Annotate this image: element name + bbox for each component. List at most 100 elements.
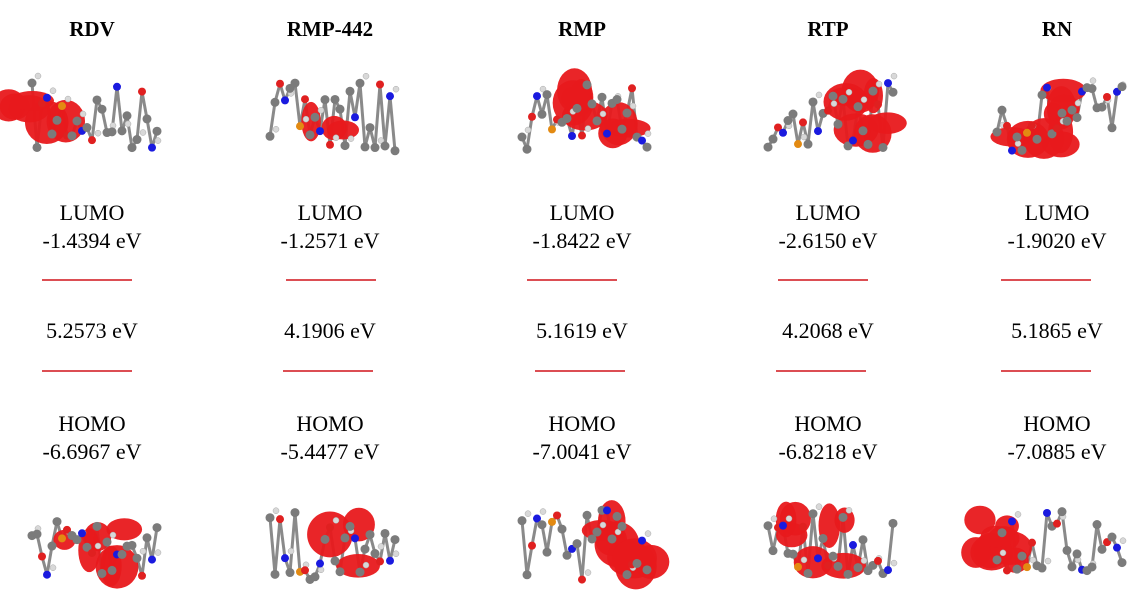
atom (296, 122, 304, 130)
lumo-label: LUMO (60, 200, 125, 225)
molecule-illustration (266, 508, 400, 584)
atom (33, 530, 42, 539)
bond (142, 538, 147, 576)
atom (1073, 549, 1082, 558)
atom (568, 132, 576, 140)
atom (108, 566, 117, 575)
atom (366, 123, 375, 132)
hydrogen (846, 89, 852, 95)
homo-energy: -5.4477 eV (281, 439, 380, 464)
atom (28, 79, 37, 88)
atom (844, 570, 853, 579)
hydrogen (393, 86, 399, 92)
atom (361, 545, 370, 554)
hydrogen (303, 116, 309, 122)
atom (874, 101, 882, 109)
atom (336, 567, 345, 576)
atom (623, 570, 632, 579)
lumo-energy: -1.4394 eV (43, 228, 142, 253)
energy-gap: 5.2573 eV (46, 318, 138, 343)
atom (603, 130, 611, 138)
atom (123, 111, 132, 120)
atom (859, 535, 868, 544)
atom (1098, 545, 1107, 554)
bond (547, 522, 552, 552)
atom (351, 113, 359, 121)
atom (1038, 564, 1047, 573)
atom (628, 84, 636, 92)
bond (295, 83, 300, 126)
atom (819, 534, 828, 543)
energy-gap: 5.1619 eV (536, 318, 628, 343)
atom (1013, 565, 1022, 574)
atom (889, 519, 898, 528)
atom (391, 535, 400, 544)
atom (548, 125, 556, 133)
atom (623, 109, 632, 118)
atom (73, 116, 82, 125)
atom (148, 556, 156, 564)
atom (138, 572, 146, 580)
atom (993, 555, 1002, 564)
atom (306, 130, 315, 139)
atom (83, 123, 92, 132)
atom (1058, 109, 1067, 118)
atom (1053, 520, 1061, 528)
atom (361, 142, 370, 151)
atom (573, 104, 582, 113)
bond (547, 95, 552, 130)
molecule-illustration (764, 502, 898, 579)
hydrogen (861, 97, 867, 103)
atom (884, 566, 892, 574)
atom (53, 116, 62, 125)
atom (341, 141, 350, 150)
homo-label: HOMO (58, 411, 125, 436)
hydrogen (288, 548, 294, 554)
atom (814, 127, 822, 135)
atom (608, 534, 617, 543)
molecule-name: RMP (558, 17, 606, 41)
atom (864, 140, 873, 149)
atom (583, 511, 592, 520)
atom (603, 506, 611, 514)
hydrogen (1015, 141, 1021, 147)
atom (48, 542, 57, 551)
atom (528, 113, 536, 121)
energy-gap: 4.1906 eV (284, 318, 376, 343)
bond (275, 519, 280, 574)
atom (824, 561, 832, 569)
hydrogen (525, 127, 531, 133)
hydrogen (140, 130, 146, 136)
atom (118, 550, 127, 559)
homo-label: HOMO (548, 411, 615, 436)
atom (824, 107, 832, 115)
hydrogen (540, 509, 546, 515)
lumo-energy: -1.9020 eV (1008, 228, 1107, 253)
atom (291, 79, 300, 88)
hydrogen (1015, 511, 1021, 517)
atom (1018, 146, 1027, 155)
atom (58, 534, 66, 542)
atom (346, 87, 355, 96)
homo-label: HOMO (1023, 411, 1090, 436)
atom (88, 136, 96, 144)
atom (1038, 90, 1047, 99)
atom (879, 143, 888, 152)
atom (779, 522, 787, 530)
atom (794, 563, 802, 571)
molecule-illustration (764, 70, 907, 153)
hydrogen (318, 567, 324, 573)
atom (371, 143, 380, 152)
atom (316, 560, 324, 568)
homo-energy: -6.8218 eV (779, 439, 878, 464)
hydrogen (35, 73, 41, 79)
molecule-name: RTP (807, 17, 848, 41)
atom (804, 569, 813, 578)
hydrogen (273, 508, 279, 514)
atom (618, 522, 627, 531)
hydrogen (65, 96, 71, 102)
hydrogen (525, 511, 531, 517)
atom (834, 120, 843, 129)
